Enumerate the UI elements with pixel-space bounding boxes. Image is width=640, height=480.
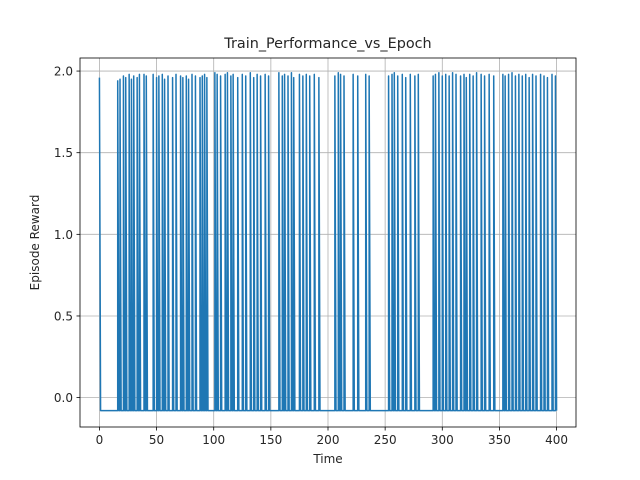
y-tick-label: 0.0 — [54, 391, 73, 405]
x-axis: 0 50 100 150 200 250 300 350 400 — [96, 427, 568, 447]
x-tick-label: 250 — [374, 433, 397, 447]
x-tick-label: 350 — [488, 433, 511, 447]
x-tick-label: 0 — [96, 433, 104, 447]
chart-title: Train_Performance_vs_Epoch — [223, 36, 431, 52]
y-tick-label: 0.5 — [54, 309, 73, 323]
y-tick-label: 2.0 — [54, 65, 73, 79]
y-axis: 0.0 0.5 1.0 1.5 2.0 — [54, 65, 80, 405]
x-tick-label: 300 — [431, 433, 454, 447]
x-tick-label: 400 — [545, 433, 568, 447]
y-axis-label: Episode Reward — [28, 195, 42, 291]
x-tick-label: 200 — [317, 433, 340, 447]
x-tick-label: 100 — [202, 433, 225, 447]
x-tick-label: 150 — [259, 433, 282, 447]
y-tick-label: 1.0 — [54, 228, 73, 242]
x-axis-label: Time — [312, 452, 342, 466]
series-line — [98, 71, 558, 412]
series-layer — [98, 71, 558, 412]
y-tick-label: 1.5 — [54, 146, 73, 160]
x-tick-label: 50 — [149, 433, 164, 447]
